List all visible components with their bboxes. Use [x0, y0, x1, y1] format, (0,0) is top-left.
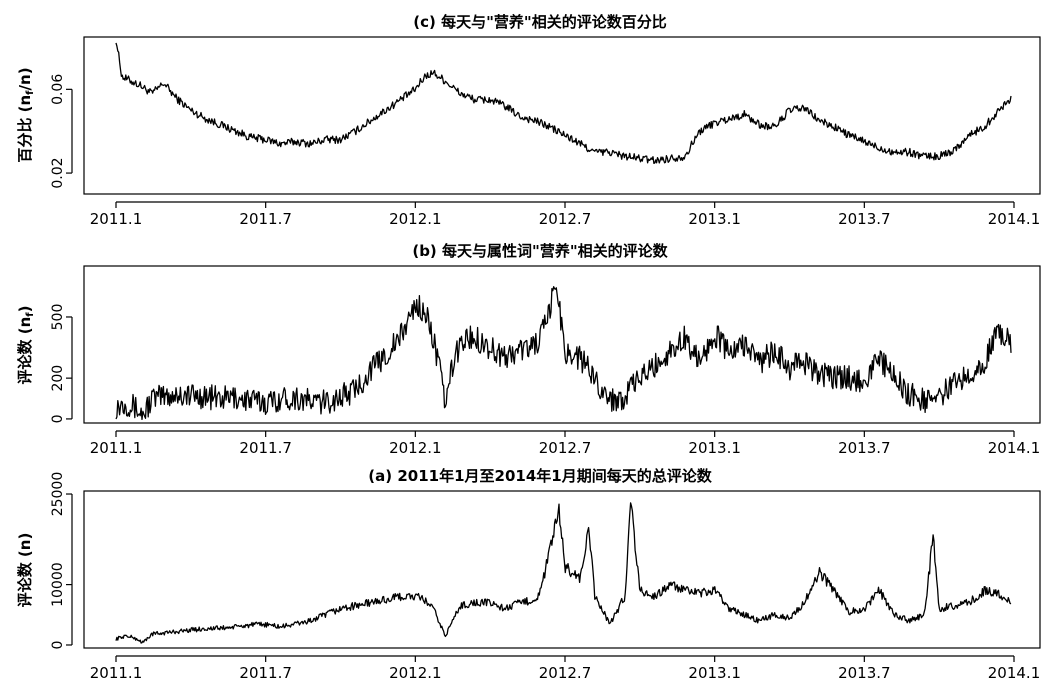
- panel-c-ylabel: 百分比 (nf/n): [16, 67, 36, 162]
- y-tick-label: 0.02: [50, 157, 66, 188]
- y-tick-label: 0: [50, 414, 66, 423]
- x-tick-label: 2011.7: [239, 664, 292, 679]
- panel-b-frame: [83, 265, 1041, 424]
- panel-a-frame: [83, 490, 1041, 649]
- x-tick-label: 2012.7: [539, 664, 592, 679]
- panel-a: (a) 2011年1月至2014年1月期间每天的总评论数 0 10000 25000…: [16, 467, 1041, 679]
- x-tick-label: 2011.7: [239, 439, 292, 457]
- x-tick-label: 2012.7: [539, 439, 592, 457]
- x-tick-label: 2014.1: [988, 210, 1041, 228]
- x-tick-label: 2013.7: [838, 664, 891, 679]
- x-tick-label: 2012.7: [539, 210, 592, 228]
- x-tick-label: 2013.1: [688, 664, 741, 679]
- panel-a-plot: 0 10000 25000 2011.1 2011.7 2012.1 2012.7 2013.…: [50, 472, 1040, 679]
- series-line: [115, 42, 1012, 165]
- panel-b-plot: 0 200 500 2011.1 2011.7 2012.1 2012.7 2013.1 201…: [50, 286, 1041, 457]
- y-tick-label: 0: [50, 641, 66, 650]
- panel-c-plot: 0.02 0.06 2011.1 2011.7 2012.1 2012.7 2013.1 20…: [50, 42, 1041, 228]
- panel-c-title: (c) 每天与"营养"相关的评论数百分比: [413, 13, 666, 31]
- x-tick-label: 2011.1: [90, 210, 143, 228]
- x-tick-label: 2011.1: [90, 439, 143, 457]
- panel-b-ylabel: 评论数 (nf): [16, 306, 36, 385]
- y-tick-label: 500: [50, 304, 66, 331]
- series-line: [115, 502, 1012, 644]
- x-tick-label: 2014.1: [988, 664, 1041, 679]
- x-tick-label: 2013.7: [838, 439, 891, 457]
- panel-b-title: (b) 每天与属性词"营养"相关的评论数: [412, 242, 668, 260]
- panel-a-ylabel: 评论数 (n): [16, 533, 34, 608]
- y-tick-label: 10000: [50, 562, 66, 607]
- x-tick-label: 2011.1: [90, 664, 143, 679]
- series-line: [115, 286, 1012, 421]
- x-tick-label: 2013.7: [838, 210, 891, 228]
- x-tick-label: 2011.7: [239, 210, 292, 228]
- panel-c: (c) 每天与"营养"相关的评论数百分比 0.02 0.06 2011.1 2011.…: [16, 13, 1041, 228]
- panel-a-title: (a) 2011年1月至2014年1月期间每天的总评论数: [368, 467, 712, 485]
- x-tick-label: 2014.1: [988, 439, 1041, 457]
- x-tick-label: 2012.1: [389, 210, 442, 228]
- y-tick-label: 0.06: [50, 74, 66, 105]
- x-tick-label: 2012.1: [389, 664, 442, 679]
- y-tick-label: 200: [50, 365, 66, 392]
- x-tick-label: 2012.1: [389, 439, 442, 457]
- y-tick-label: 25000: [50, 472, 66, 517]
- x-tick-label: 2013.1: [688, 439, 741, 457]
- x-tick-label: 2013.1: [688, 210, 741, 228]
- panel-b: (b) 每天与属性词"营养"相关的评论数 0 200 500 2011.1 2011.7…: [16, 242, 1041, 457]
- panel-c-frame: [83, 36, 1041, 195]
